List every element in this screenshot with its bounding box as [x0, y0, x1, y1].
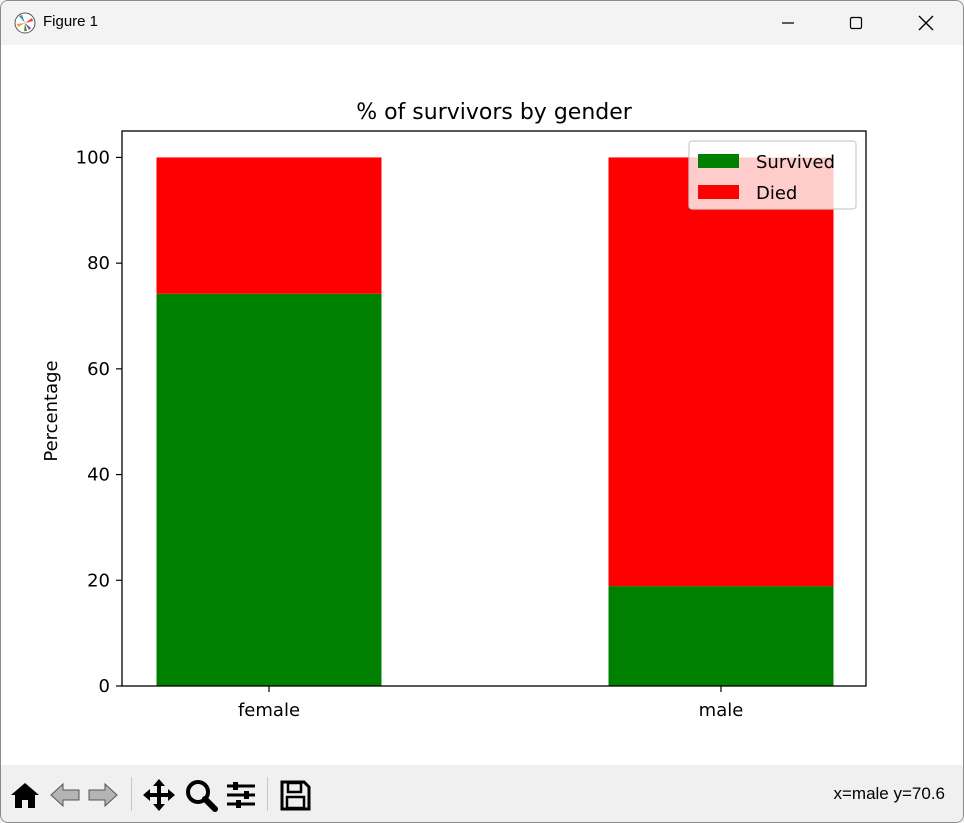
legend-label-died: Died — [756, 183, 797, 204]
legend: Survived Died — [688, 140, 857, 210]
pan-button[interactable] — [141, 775, 177, 815]
bar-died-male — [608, 157, 834, 587]
x-tick-label: female — [238, 700, 300, 721]
y-tick-label: 100 — [76, 147, 110, 168]
pan-icon — [143, 779, 175, 811]
figure-canvas[interactable]: % of survivors by gender Percentage 0 20 4… — [1, 45, 963, 765]
legend-label-survived: Survived — [756, 152, 835, 173]
configure-subplots-button[interactable] — [223, 775, 259, 815]
toolbar-separator — [131, 777, 132, 811]
bar-died-female — [156, 157, 382, 294]
minimize-button[interactable] — [753, 1, 823, 45]
zoom-button[interactable] — [183, 775, 219, 815]
y-tick-label: 80 — [87, 253, 110, 274]
back-arrow-icon — [50, 782, 80, 808]
chart-title: % of survivors by gender — [356, 100, 633, 125]
bars-group — [156, 157, 834, 686]
minimize-icon — [782, 22, 794, 24]
toolbar-separator — [267, 777, 268, 811]
plot-frame — [121, 130, 867, 687]
maximize-icon — [849, 16, 863, 30]
legend-swatch-survived — [698, 154, 739, 168]
save-button[interactable] — [277, 775, 313, 815]
axis-ticks-group: 0 20 40 60 80 100 female male — [76, 147, 744, 721]
y-tick-label: 0 — [99, 676, 110, 697]
navigation-toolbar: x=male y=70.6 — [1, 765, 963, 822]
y-axis-label: Percentage — [41, 360, 62, 461]
forward-button[interactable] — [85, 775, 121, 815]
title-bar[interactable]: Figure 1 — [1, 1, 963, 45]
y-tick-label: 20 — [87, 570, 110, 591]
forward-arrow-icon — [88, 782, 118, 808]
configure-subplots-icon — [227, 782, 255, 808]
bar-survived-female — [156, 293, 382, 686]
zoom-icon — [186, 780, 218, 812]
cursor-coordinates: x=male y=70.6 — [833, 784, 945, 803]
legend-swatch-died — [698, 185, 739, 199]
close-icon — [918, 15, 934, 31]
maximize-button[interactable] — [821, 1, 891, 45]
bar-chart: % of survivors by gender Percentage 0 20 4… — [41, 100, 867, 721]
close-button[interactable] — [891, 1, 961, 45]
home-button[interactable] — [7, 775, 43, 815]
window-title: Figure 1 — [43, 13, 99, 30]
y-tick-label: 60 — [87, 359, 110, 380]
back-button[interactable] — [47, 775, 83, 815]
matplotlib-logo-icon — [14, 12, 36, 34]
x-tick-label: male — [699, 700, 744, 721]
save-icon — [280, 780, 311, 811]
home-icon — [11, 783, 39, 808]
bar-survived-male — [608, 586, 834, 686]
y-tick-label: 40 — [87, 465, 110, 486]
